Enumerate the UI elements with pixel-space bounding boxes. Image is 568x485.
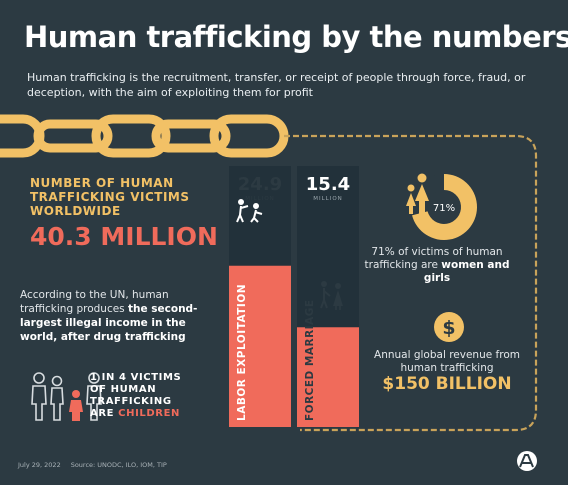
bar-0	[229, 265, 291, 427]
un-note: According to the UN, human trafficking p…	[20, 288, 200, 344]
woman-girl-icon	[406, 173, 429, 214]
victims-label: NUMBER OF HUMAN TRAFFICKING VICTIMS WORL…	[30, 176, 190, 218]
bar-category-label-1: FORCED MARRIAGE	[304, 299, 316, 421]
bar-value-label-1: 15.4	[306, 174, 350, 195]
footer-date: July 29, 2022	[18, 461, 61, 469]
revenue-value: $150 BILLION	[382, 374, 512, 394]
women-text-prefix: 71% of victims of human trafficking are	[364, 246, 503, 271]
svg-text:$: $	[442, 317, 455, 339]
family-icon	[31, 372, 102, 421]
page-subtitle: Human trafficking is the recruitment, tr…	[27, 71, 526, 99]
page-title: Human trafficking by the numbers	[24, 20, 568, 54]
dollar-coin-icon: $	[434, 312, 464, 342]
bar-value-label-0: 24.9	[238, 174, 282, 195]
un-note-prefix: According to the UN, human trafficking p…	[20, 289, 169, 315]
bar-unit-label-0: MILLION	[245, 196, 275, 202]
un-note-bold: the second-largest illegal income in the…	[20, 303, 198, 343]
footer-source: Source: UNODC, ILO, IOM, TIP	[70, 461, 167, 469]
chain-border	[284, 134, 538, 432]
footer: July 29, 2022 Source: UNODC, ILO, IOM, TI…	[18, 461, 177, 469]
women-note: 71% of victims of human trafficking are …	[362, 246, 512, 285]
couple-icon	[320, 281, 343, 310]
donut-slice-0	[412, 174, 477, 241]
worker-icon	[236, 199, 263, 223]
victims-value: 40.3 MILLION	[30, 222, 218, 251]
children-note: 1 IN 4 VICTIMS OF HUMAN TRAFFICKING ARE …	[90, 372, 190, 420]
women-text-bold: women and girls	[423, 259, 510, 284]
child-icon	[69, 390, 83, 421]
bar-unit-label-1: MILLION	[313, 196, 343, 202]
chain-icon	[0, 114, 289, 158]
revenue-label: Annual global revenue from human traffic…	[374, 349, 520, 374]
children-highlight: CHILDREN	[118, 408, 180, 419]
donut-center-label: 71%	[433, 203, 455, 214]
aa-logo-icon	[517, 451, 537, 471]
bar-1	[297, 327, 359, 427]
bar-category-label-0: LABOR EXPLOITATION	[236, 284, 248, 421]
children-line: 1 IN 4 VICTIMS OF HUMAN TRAFFICKING ARE	[90, 372, 182, 419]
